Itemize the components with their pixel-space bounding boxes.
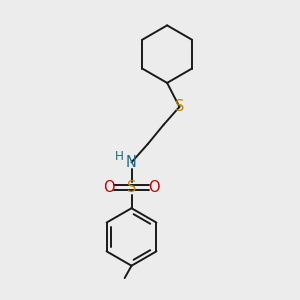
Text: S: S bbox=[127, 180, 136, 195]
Text: O: O bbox=[148, 180, 160, 195]
Text: N: N bbox=[126, 155, 137, 170]
Text: O: O bbox=[103, 180, 115, 195]
Text: S: S bbox=[175, 99, 184, 114]
Text: H: H bbox=[116, 150, 124, 163]
